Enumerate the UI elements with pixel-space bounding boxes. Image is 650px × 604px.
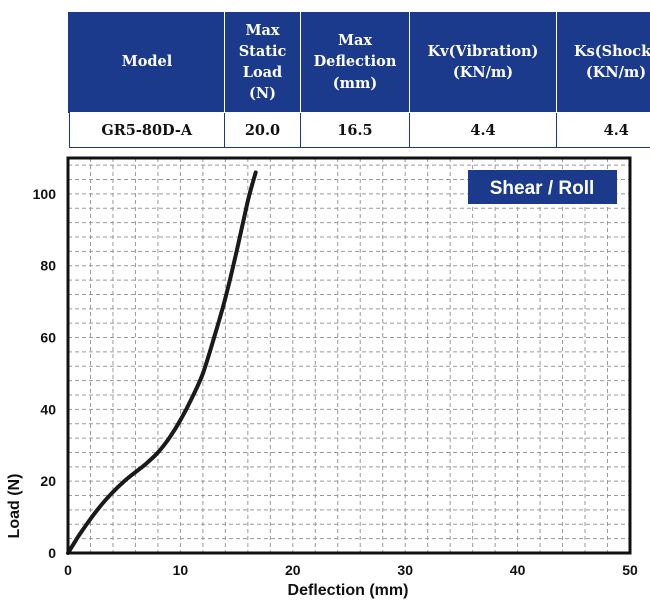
y-tick-label: 80: [40, 258, 56, 274]
badge-label: Shear / Roll: [490, 178, 595, 199]
x-tick-label: 20: [285, 562, 301, 578]
cell-max-deflection: 16.5: [300, 112, 410, 148]
x-tick-label: 50: [622, 562, 638, 578]
header-max-static-load: Max Static Load (N): [224, 12, 301, 113]
spec-header-row: Model Max Static Load (N) Max Deflection…: [68, 12, 650, 113]
load-deflection-chart: 0 10 20 30 40 50 0 20 40 60 80 100 Shear / Roll Def…: [6, 156, 638, 599]
header-ks-shock: Ks(Shock) (KN/m): [556, 12, 650, 113]
y-tick-label: 100: [33, 186, 57, 202]
y-tick-label: 40: [40, 401, 56, 417]
cell-kv: 4.4: [409, 112, 557, 148]
x-tick-label: 30: [397, 562, 413, 578]
chart-grid: [68, 158, 630, 553]
spec-data-row: GR5-80D-A 20.0 16.5 4.4 4.4: [68, 112, 650, 148]
load-deflection-curve: [66, 170, 258, 555]
x-tick-label: 10: [173, 562, 189, 578]
header-kv-vibration: Kv(Vibration) (KN/m): [409, 12, 557, 113]
cell-ks: 4.4: [556, 112, 650, 148]
y-tick-label: 20: [40, 473, 56, 489]
cell-max-static-load: 20.0: [224, 112, 301, 148]
y-axis-title: Load (N): [6, 474, 23, 539]
header-model: Model: [68, 12, 225, 113]
x-tick-label: 40: [510, 562, 526, 578]
chart-series: [66, 170, 258, 555]
y-tick-label: 0: [48, 545, 56, 561]
x-tick-label: 0: [64, 562, 72, 578]
cell-model: GR5-80D-A: [68, 112, 225, 148]
chart-ticks: 0 10 20 30 40 50 0 20 40 60 80 100: [33, 186, 638, 578]
header-max-deflection: Max Deflection (mm): [300, 12, 410, 113]
plot-frame: [66, 156, 632, 555]
y-tick-label: 60: [40, 330, 56, 346]
badge-background: [468, 170, 617, 204]
x-axis-title: Deflection (mm): [288, 582, 409, 599]
shear-roll-badge: Shear / Roll: [468, 170, 617, 204]
spec-table: Model Max Static Load (N) Max Deflection…: [68, 12, 650, 148]
